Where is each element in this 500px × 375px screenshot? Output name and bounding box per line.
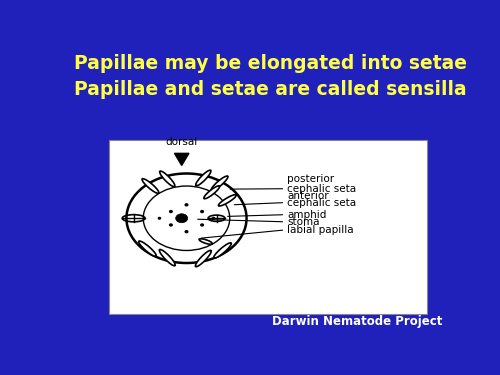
Text: posterior: posterior (287, 174, 335, 184)
Text: Papillae may be elongated into setae: Papillae may be elongated into setae (74, 54, 467, 73)
Circle shape (212, 217, 214, 219)
Text: Papillae and setae are called sensilla: Papillae and setae are called sensilla (74, 80, 467, 99)
Ellipse shape (218, 195, 236, 206)
Ellipse shape (196, 251, 211, 267)
Circle shape (201, 210, 203, 213)
Text: cephalic seta: cephalic seta (287, 184, 356, 194)
Circle shape (185, 204, 188, 206)
Text: Darwin Nematode Project: Darwin Nematode Project (272, 315, 442, 328)
Ellipse shape (160, 249, 175, 266)
Ellipse shape (196, 170, 211, 186)
Polygon shape (174, 153, 189, 165)
Text: amphid: amphid (287, 210, 327, 220)
Text: labial papilla: labial papilla (287, 225, 354, 235)
Text: cephalic seta: cephalic seta (287, 198, 356, 208)
Circle shape (201, 224, 203, 226)
Text: anterior: anterior (287, 191, 329, 201)
Circle shape (185, 231, 188, 232)
Circle shape (170, 224, 172, 226)
Ellipse shape (211, 176, 228, 190)
Text: dorsal: dorsal (166, 136, 198, 147)
Bar (109, 140, 427, 314)
Ellipse shape (199, 239, 212, 244)
Text: stoma: stoma (287, 217, 320, 227)
Ellipse shape (142, 179, 159, 194)
Ellipse shape (160, 171, 175, 187)
Ellipse shape (138, 241, 156, 256)
Circle shape (176, 214, 188, 223)
Circle shape (158, 217, 160, 219)
Circle shape (170, 210, 172, 213)
Ellipse shape (214, 243, 232, 258)
Ellipse shape (204, 186, 220, 199)
